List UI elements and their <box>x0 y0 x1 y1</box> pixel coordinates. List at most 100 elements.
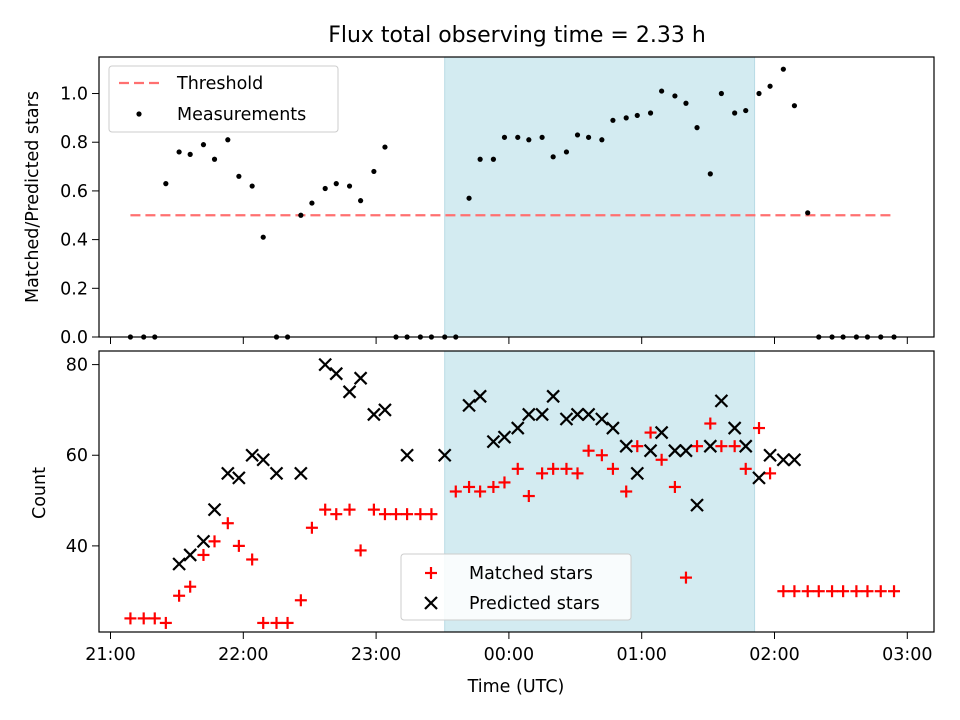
top-panel: 0.0 0.2 0.4 0.6 0.8 1.0 Matched/Predicted sta… <box>23 56 935 348</box>
predicted-star-point <box>207 502 222 517</box>
matched-star-point <box>173 589 186 602</box>
measurement-point <box>526 137 532 143</box>
legend-measurements-label: Measurements <box>177 105 306 125</box>
predicted-star-point <box>196 534 211 549</box>
predicted-star-point <box>172 557 186 571</box>
top-y-tick-label: 1.0 <box>60 85 88 105</box>
matched-star-point <box>487 480 500 493</box>
predicted-star-stroke-b <box>400 448 414 463</box>
predicted-stars-points <box>172 357 802 571</box>
predicted-star-stroke-b <box>196 534 211 549</box>
x-tick-label: 03:00 <box>882 645 932 665</box>
measurement-point <box>718 90 724 97</box>
matched-star-point <box>606 462 619 475</box>
matched-star-point <box>704 417 717 430</box>
predicted-star-point <box>727 421 742 435</box>
predicted-star-point <box>183 548 197 562</box>
measurement-point <box>515 134 521 140</box>
matched-star-point <box>270 616 283 629</box>
matched-star-point <box>305 521 318 534</box>
legend-matched-swatch <box>425 567 437 579</box>
matched-star-point <box>691 440 704 453</box>
measurement-point <box>333 181 339 187</box>
matched-star-point <box>522 490 535 503</box>
chart-title: Flux total observing time = 2.33 h <box>328 23 706 48</box>
matched-star-point <box>536 467 549 480</box>
matched-star-point <box>620 485 633 498</box>
matched-star-point <box>547 462 560 475</box>
x-tick-label: 02:00 <box>749 645 799 665</box>
predicted-star-stroke-b <box>787 452 802 467</box>
measurement-point <box>236 173 242 179</box>
top-x-ticks <box>110 337 908 344</box>
measurement-point <box>805 210 811 216</box>
predicted-star-point <box>486 434 501 449</box>
measurement-point <box>477 156 483 162</box>
matched-stars-points <box>124 417 901 629</box>
predicted-star-point <box>510 421 525 435</box>
predicted-star-point <box>619 439 633 453</box>
predicted-star-stroke-b <box>172 557 186 571</box>
predicted-star-point <box>497 430 512 444</box>
predicted-star-stroke-b <box>559 412 574 426</box>
measurement-point <box>623 115 629 121</box>
measurement-point <box>550 154 556 160</box>
predicted-star-point <box>738 439 753 453</box>
matched-star-point <box>498 476 511 489</box>
top-highlight-span <box>444 56 756 338</box>
matched-star-point <box>246 553 259 566</box>
matched-star-point <box>159 616 172 629</box>
matched-star-point <box>850 585 863 598</box>
predicted-star-stroke-b <box>535 407 549 422</box>
predicted-star-point <box>690 498 704 512</box>
predicted-star-point <box>570 407 585 422</box>
matched-star-point <box>560 462 573 475</box>
measurement-point <box>382 144 388 150</box>
predicted-star-stroke-b <box>462 398 476 413</box>
matched-star-point <box>343 503 356 516</box>
predicted-star-point <box>679 443 693 458</box>
matched-star-point <box>184 580 197 593</box>
matched-star-point <box>874 585 887 598</box>
measurement-point <box>672 93 678 99</box>
matched-star-point <box>826 585 839 598</box>
predicted-star-point <box>400 448 414 463</box>
matched-star-point <box>631 440 644 453</box>
matched-star-point <box>124 612 137 625</box>
predicted-star-point <box>668 443 682 458</box>
predicted-star-stroke-b <box>342 385 357 399</box>
matched-star-point <box>378 508 391 521</box>
predicted-star-stroke-b <box>437 448 452 463</box>
predicted-star-point <box>318 357 332 372</box>
bottom-y-axis-label: Count <box>30 467 50 519</box>
predicted-star-stroke-b <box>668 443 682 458</box>
predicted-star-stroke-b <box>763 448 777 463</box>
predicted-star-stroke-b <box>497 430 512 444</box>
measurement-point <box>791 103 798 109</box>
matched-star-point <box>812 585 825 598</box>
predicted-star-point <box>462 398 476 413</box>
matched-star-point <box>354 544 367 557</box>
predicted-star-stroke-b <box>318 357 332 372</box>
matched-star-point <box>728 440 741 453</box>
predicted-star-point <box>630 466 645 481</box>
legend-threshold-label: Threshold <box>176 74 263 94</box>
matched-star-point <box>330 508 343 521</box>
matched-star-point <box>595 449 608 462</box>
predicted-star-stroke-b <box>727 421 742 435</box>
predicted-star-stroke-b <box>221 466 235 481</box>
bottom-legend-box <box>400 553 632 621</box>
legend-matched-label: Matched stars <box>469 564 593 584</box>
x-tick-label: 21:00 <box>85 645 135 665</box>
predicted-star-stroke-b <box>269 466 284 481</box>
predicted-star-point <box>232 471 246 485</box>
matched-star-point <box>888 585 901 598</box>
matched-star-point <box>232 539 245 552</box>
bottom-y-tick-label: 60 <box>66 446 88 466</box>
measurement-point <box>225 137 231 143</box>
measurement-point <box>707 171 713 177</box>
legend-measurements-swatch <box>136 111 142 117</box>
legend-predicted-label: Predicted stars <box>469 594 600 614</box>
matched-star-point <box>571 467 584 480</box>
